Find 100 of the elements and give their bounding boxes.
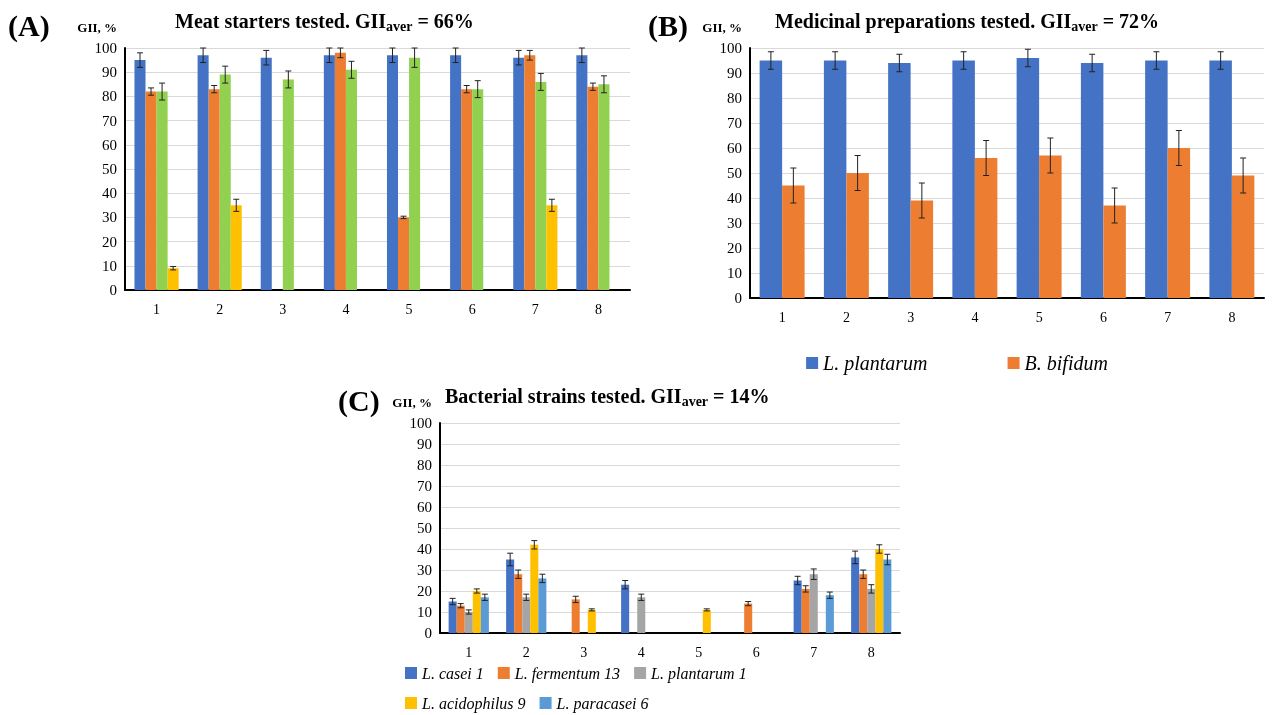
bar xyxy=(809,574,818,633)
y-axis-title: GII, % xyxy=(392,395,432,410)
bar xyxy=(219,74,231,290)
bar xyxy=(744,603,753,633)
bar xyxy=(167,268,179,290)
x-tick-label: 6 xyxy=(468,301,476,317)
y-tick-label: 90 xyxy=(102,64,117,81)
legend-label: L. fermentum 13 xyxy=(513,664,621,683)
text: (C) xyxy=(338,383,380,418)
bar xyxy=(759,60,783,298)
bar xyxy=(974,158,998,298)
y-tick-label: 100 xyxy=(94,40,117,56)
bar xyxy=(801,588,810,633)
bar xyxy=(472,591,481,633)
bar xyxy=(522,597,531,633)
y-tick-label: 80 xyxy=(727,90,742,106)
y-tick-label: 40 xyxy=(727,190,742,206)
bar xyxy=(208,89,220,290)
x-tick-label: 7 xyxy=(1164,309,1172,325)
y-tick-label: 70 xyxy=(417,478,432,494)
y-tick-label: 50 xyxy=(102,161,117,177)
bar xyxy=(571,599,580,633)
bar xyxy=(793,580,802,633)
y-tick-label: 100 xyxy=(719,40,742,56)
bar xyxy=(461,89,473,290)
legend-label: B. bifidum xyxy=(1024,352,1108,375)
bar xyxy=(530,544,539,633)
x-tick-label: 1 xyxy=(778,309,786,325)
bar xyxy=(587,86,599,290)
y-tick-label: 20 xyxy=(727,240,742,256)
y-tick-label: 10 xyxy=(417,604,432,620)
bar xyxy=(448,601,457,633)
x-tick-label: 5 xyxy=(405,301,413,317)
x-tick-label: 8 xyxy=(1228,309,1236,325)
x-tick-label: 4 xyxy=(637,644,645,660)
y-tick-label: 30 xyxy=(727,215,742,231)
bar xyxy=(513,57,525,290)
y-tick-label: 50 xyxy=(727,165,742,181)
text: (B) xyxy=(648,8,688,43)
y-tick-label: 100 xyxy=(409,415,432,431)
y-tick-label: 30 xyxy=(102,209,117,226)
bar xyxy=(506,559,515,633)
x-tick-label: 8 xyxy=(867,644,875,660)
bar xyxy=(1167,148,1191,298)
bar xyxy=(598,84,610,290)
bar xyxy=(888,63,911,298)
x-tick-label: 4 xyxy=(342,301,350,317)
y-tick-label: 10 xyxy=(102,257,117,274)
bar xyxy=(345,69,357,290)
y-tick-label: 70 xyxy=(102,112,117,129)
bar xyxy=(546,205,558,290)
y-axis-title: GII, % xyxy=(702,20,742,35)
bar xyxy=(538,578,547,633)
y-tick-label: 0 xyxy=(734,290,742,306)
bar xyxy=(230,205,242,290)
bar xyxy=(621,584,630,633)
y-tick-label: 20 xyxy=(102,233,117,250)
y-tick-label: 80 xyxy=(417,457,432,473)
bar xyxy=(823,60,847,298)
x-tick-label: 3 xyxy=(580,644,588,660)
bar xyxy=(1209,60,1232,298)
bar xyxy=(472,89,484,290)
x-tick-label: 8 xyxy=(594,301,602,317)
y-tick-label: 80 xyxy=(102,88,117,105)
legend-label: L. plantarum 1 xyxy=(650,664,747,683)
legend-label: L. casei 1 xyxy=(421,664,484,682)
y-tick-label: 0 xyxy=(424,625,432,641)
x-tick-label: 5 xyxy=(695,644,703,660)
x-tick-label: 2 xyxy=(216,301,224,317)
y-tick-label: 70 xyxy=(727,115,742,131)
bar xyxy=(260,57,272,290)
bar xyxy=(825,595,834,633)
bar xyxy=(535,81,547,290)
bar xyxy=(1145,60,1168,298)
bar xyxy=(782,185,805,298)
bar xyxy=(851,557,860,633)
bar xyxy=(1039,155,1062,298)
y-tick-label: 50 xyxy=(417,520,432,536)
bar xyxy=(875,549,884,633)
y-tick-label: 60 xyxy=(417,499,432,515)
legend-label: L. paracasei 6 xyxy=(555,694,649,713)
x-tick-label: 5 xyxy=(1035,309,1043,325)
y-tick-label: 10 xyxy=(727,265,742,281)
bar xyxy=(514,574,523,633)
bar xyxy=(952,60,975,298)
x-tick-label: 1 xyxy=(153,301,161,317)
bar xyxy=(450,55,462,290)
x-tick-label: 6 xyxy=(752,644,760,660)
y-tick-label: 60 xyxy=(727,140,742,156)
bar xyxy=(386,55,399,290)
bar xyxy=(464,612,473,633)
bar xyxy=(398,217,410,290)
bar xyxy=(156,91,168,290)
x-tick-label: 3 xyxy=(279,301,287,317)
x-tick-label: 1 xyxy=(465,644,473,660)
bar xyxy=(334,52,346,290)
bar xyxy=(846,173,869,298)
bar xyxy=(702,609,711,633)
bar xyxy=(456,605,465,633)
bar xyxy=(867,588,876,633)
